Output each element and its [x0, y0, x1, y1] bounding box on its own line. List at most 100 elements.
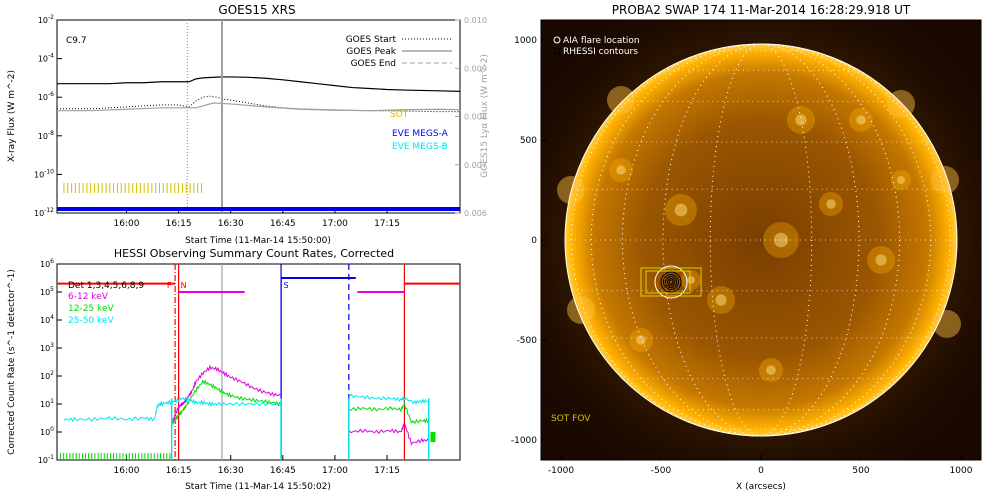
- goes-x-tick-label: 16:45: [270, 219, 296, 229]
- swap-y-tick-label: -500: [517, 336, 538, 346]
- swap-y-tick-label: 500: [520, 136, 537, 146]
- goes-y-right-tick-label: 0.008: [464, 113, 487, 122]
- swap-x-tick-label: 0: [758, 466, 764, 476]
- goes-eve-megs-a-label: EVE MEGS-A: [392, 129, 449, 139]
- active-region-core: [687, 276, 695, 284]
- hessi-panel: HESSI Observing Summary Count Rates, Cor…: [7, 247, 461, 492]
- longitude-line: [662, 43, 860, 437]
- swap-y-tick-label: 1000: [514, 36, 537, 46]
- hessi-y-tick-label: 104: [40, 314, 54, 325]
- goes-y-label: X-ray Flux (W m^-2): [7, 70, 17, 162]
- active-region-core: [826, 199, 836, 209]
- hessi-flag-block: [430, 432, 436, 442]
- swap-image: [541, 20, 981, 460]
- swap-x-tick-label: 1000: [950, 466, 973, 476]
- hessi-y-tick-label: 105: [40, 286, 54, 297]
- hessi-y-tick-label: 10-1: [38, 454, 54, 465]
- limb-brightening: [931, 166, 959, 194]
- hessi-series-line-0: [171, 364, 282, 424]
- active-region-core: [715, 294, 727, 306]
- limb-brightening: [933, 310, 961, 338]
- legend-25-50: 25-50 keV: [68, 316, 114, 326]
- goes-y-right-tick-label: 0.006: [464, 209, 487, 218]
- legend-rhessi-swatch: [553, 47, 561, 55]
- sot-fov-label: SOT FOV: [551, 414, 591, 424]
- goes-panel: GOES15 XRS 16:00 16:15 16:30 16:45 17:00 17:1…: [7, 3, 490, 246]
- goes-flare-class: C9.7: [66, 36, 87, 46]
- goes-y-right-tick-label: 0.010: [464, 16, 487, 25]
- hessi-series: [63, 364, 430, 460]
- hessi-y-tick-label: 101: [40, 398, 54, 409]
- hessi-attenuator-states: [57, 277, 460, 460]
- legend-goes-peak: GOES Peak: [346, 47, 396, 57]
- goes-sot-coverage: [63, 183, 203, 193]
- aia-flare-location-marker: [654, 265, 688, 299]
- goes-series: [57, 76, 461, 113]
- hessi-series-line-5: [348, 393, 429, 406]
- swap-x-tick-label: -500: [651, 466, 672, 476]
- swap-panel: PROBA2 SWAP 174 11-Mar-2014 16:28:29.918…: [511, 3, 982, 492]
- hessi-y-tick-label: 106: [40, 258, 54, 269]
- hessi-plot-frame: [56, 263, 461, 461]
- goes-x-tick-label: 17:15: [374, 219, 400, 229]
- hessi-data-flag-ticks: [59, 432, 436, 459]
- legend-aia: AIA flare location: [563, 36, 640, 46]
- hessi-title: HESSI Observing Summary Count Rates, Cor…: [114, 247, 394, 260]
- limb-brightening: [567, 296, 595, 324]
- rhessi-contour: [663, 274, 679, 290]
- longitude-line: [590, 43, 932, 437]
- hessi-series-line-2: [171, 378, 282, 425]
- goes-y-tick-label: 10-10: [34, 168, 54, 179]
- hessi-x-tick-label: 16:45: [270, 466, 296, 476]
- rhessi-contours: [660, 271, 682, 293]
- active-region-core: [616, 165, 626, 175]
- solar-limb: [564, 43, 958, 437]
- hessi-marker-label: S: [284, 281, 289, 290]
- legend-6-12: 6-12 keV: [68, 292, 109, 302]
- active-region-core: [875, 254, 887, 266]
- swap-x-tick-label: -1000: [548, 466, 574, 476]
- rhessi-contour: [660, 271, 682, 293]
- active-regions: [557, 86, 961, 382]
- active-region-core: [856, 115, 866, 125]
- hessi-x-tick-label: 17:15: [374, 466, 400, 476]
- heliographic-grid: [565, 43, 957, 437]
- legend-goes-end: GOES End: [351, 59, 396, 69]
- hessi-series-line-1: [348, 422, 430, 446]
- goes-x-tick-label: 17:00: [322, 219, 348, 229]
- goes-y-tick-label: 10-12: [34, 207, 54, 218]
- goes-y-right-tick-label: 0.007: [464, 161, 487, 170]
- hessi-x-tick-label: 16:00: [114, 466, 140, 476]
- hessi-y-label: Corrected Count Rate (s^-1 detector^-1): [7, 269, 17, 455]
- active-region-core: [795, 114, 807, 126]
- swap-legend: AIA flare location RHESSI contours: [553, 36, 640, 57]
- goes-y-tick-label: 10-8: [38, 130, 54, 141]
- legend-goes-start: GOES Start: [346, 35, 397, 45]
- goes-y-tick-label: 10-6: [38, 91, 54, 102]
- hessi-x-tick-label: 16:30: [218, 466, 244, 476]
- active-region-core: [766, 365, 776, 375]
- hessi-x-label: Start Time (11-Mar-14 15:50:02): [185, 482, 331, 492]
- legend-rhessi: RHESSI contours: [563, 47, 638, 57]
- goes-legend: GOES Start GOES Peak GOES End: [346, 35, 452, 69]
- goes-x-tick-label: 16:00: [114, 219, 140, 229]
- active-region-core: [636, 335, 646, 345]
- hessi-y-tick-label: 102: [40, 370, 54, 381]
- swap-x-tick-label: 500: [852, 466, 869, 476]
- goes-y-tick-label: 10-4: [38, 53, 54, 64]
- goes-x-ticks: 16:00 16:15 16:30 16:45 17:00 17:15: [114, 208, 400, 229]
- hessi-y-tick-label: 103: [40, 342, 54, 353]
- swap-x-ticks: -1000 -500 0 500 1000: [548, 454, 973, 476]
- goes-y-tick-label: 10-2: [38, 14, 54, 25]
- rhessi-contour: [665, 276, 677, 288]
- hessi-legend: Det 1,3,4,5,6,8,9 6-12 keV 12-25 keV 25-…: [68, 281, 144, 326]
- hessi-x-tick-label: 17:00: [322, 466, 348, 476]
- swap-y-ticks: -1000 -500 0 500 1000: [511, 36, 547, 446]
- swap-y-tick-label: -1000: [511, 436, 537, 446]
- hessi-x-ticks: 16:00 16:15 16:30 16:45 17:00 17:15: [114, 455, 400, 476]
- hessi-series-line-4: [63, 396, 282, 423]
- goes-title: GOES15 XRS: [218, 3, 295, 17]
- hessi-y-ticks: 10-1 100 101 102 103 104 105 106: [38, 258, 62, 465]
